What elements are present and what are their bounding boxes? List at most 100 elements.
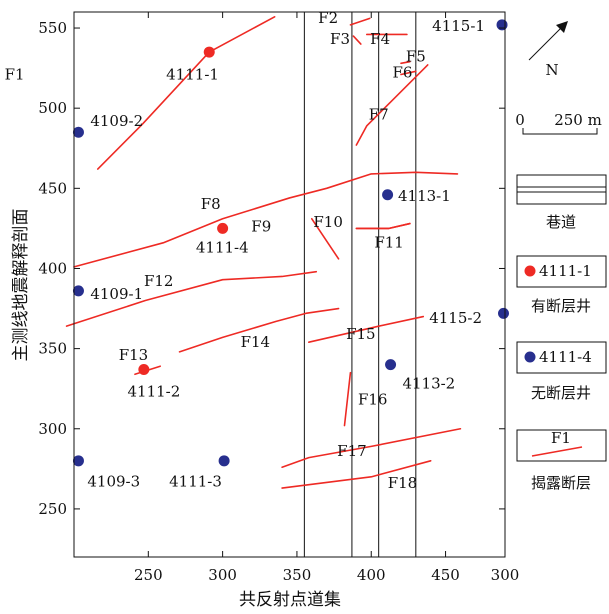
fault-trace-f18 [281, 460, 432, 489]
fault-trace-f16 [343, 371, 352, 427]
well-marker-4113-1 [382, 189, 394, 201]
axis-ticks: 250 300 350 400 450 300 250 300 350 400 450 500 550 [38, 12, 519, 584]
well-marker-4111-4 [217, 222, 229, 234]
fault-label-f11: F11 [374, 234, 404, 252]
north-arrow-head [556, 21, 568, 33]
legend-well-no-fault-marker [524, 351, 536, 363]
fault-trace-f12 [65, 270, 318, 327]
well-marker-4111-2 [138, 363, 150, 375]
well-marker-4111-1 [203, 46, 215, 58]
fault-trace-f5 [400, 60, 411, 65]
fault-label-f16: F16 [358, 391, 388, 409]
x-tick-label-0: 250 [134, 566, 163, 584]
fault-trace-f3 [352, 35, 362, 45]
y-tick-label-1: 300 [38, 420, 67, 438]
fault-label-f7: F7 [369, 105, 389, 123]
well-label-4109-3: 4109-3 [87, 472, 140, 490]
well-label-4111-2: 4111-2 [128, 383, 181, 401]
north-label: N [545, 61, 558, 79]
legend-fault-sample: F1 [551, 429, 571, 447]
fault-label-f18: F18 [388, 474, 418, 492]
north-arrow-shaft [528, 23, 566, 61]
fault-trace-f14 [178, 307, 340, 353]
fault-trace-f15 [308, 315, 425, 344]
well-marker-4115-2 [498, 307, 510, 319]
y-axis-title: 主测线地震解释剖面 [11, 209, 31, 362]
well-marker-4109-1 [72, 285, 84, 297]
legend-well-no-fault: 4111-4 无断层井 [516, 341, 607, 402]
x-tick-label-1: 300 [208, 566, 237, 584]
fault-label-f17: F17 [337, 442, 367, 460]
legend-well-fault-label: 有断层井 [531, 297, 591, 315]
well-label-4109-1: 4109-1 [90, 285, 143, 303]
y-tick-label-3: 400 [38, 259, 67, 277]
x-axis-title: 共反射点道集 [239, 590, 341, 610]
legend-fault-box [516, 429, 607, 462]
fault-trace-f11 [355, 222, 411, 230]
plot-frame [73, 11, 506, 558]
fault-label-f4: F4 [370, 30, 390, 48]
fault-label-f14: F14 [241, 333, 271, 351]
legend-well-fault-marker [524, 265, 536, 277]
y-tick-label-2: 350 [38, 340, 67, 358]
north-arrow: N [528, 21, 568, 79]
fault-label-f1: F1 [5, 65, 25, 83]
legend-tunnel-label: 巷道 [546, 213, 576, 231]
well-marker-4109-3 [72, 455, 84, 467]
plot-axes [73, 11, 506, 558]
well-marker-4115-1 [496, 19, 508, 31]
well-label-4111-4: 4111-4 [196, 238, 249, 256]
y-tick-label-4: 450 [38, 179, 67, 197]
legend-well-fault: 4111-1 有断层井 [516, 255, 607, 315]
fault-trace-f17 [281, 427, 462, 469]
legend-well-no-fault-label: 无断层井 [531, 384, 591, 402]
fault-label-f15: F15 [346, 325, 376, 343]
legend-well-no-fault-sample: 4111-4 [539, 348, 592, 366]
well-markers: 4111-1 4111-4 4111-2 4109-2 4109-1 4109-3 4111… [72, 17, 510, 490]
fault-label-f13: F13 [119, 346, 149, 364]
fault-label-f2: F2 [318, 9, 338, 27]
well-label-4115-2: 4115-2 [429, 309, 482, 327]
legend: N 0 250 m 巷道 4111-1 有断层井 4111-4 无断层井 [515, 21, 607, 492]
well-marker-4109-2 [72, 126, 84, 138]
x-tick-label-4: 450 [431, 566, 460, 584]
fault-trace-f1 [96, 16, 276, 170]
legend-well-fault-sample: 4111-1 [539, 262, 592, 280]
scale-zero-label: 0 [515, 111, 525, 129]
legend-fault: F1 揭露断层 [516, 429, 607, 492]
y-tick-label-5: 500 [38, 99, 67, 117]
y-tick-label-0: 250 [38, 500, 67, 518]
x-tick-label-5: 300 [491, 566, 520, 584]
well-marker-4113-2 [385, 359, 397, 371]
well-label-4111-3: 4111-3 [169, 472, 222, 490]
scale-bar-line [522, 128, 598, 135]
y-tick-label-6: 550 [38, 19, 67, 37]
well-label-4109-2: 4109-2 [90, 112, 143, 130]
legend-fault-label: 揭露断层 [531, 474, 591, 492]
fault-label-f12: F12 [144, 272, 174, 290]
well-marker-4111-3 [218, 455, 230, 467]
legend-tunnel-box [516, 174, 607, 205]
fault-label-f3: F3 [330, 30, 350, 48]
well-label-4113-2: 4113-2 [402, 375, 455, 393]
fault-trace-f7 [355, 64, 429, 146]
fault-label-f10: F10 [313, 213, 343, 231]
well-label-4111-1: 4111-1 [166, 65, 219, 83]
fault-trace-f6 [400, 70, 417, 76]
fault-trace-f8 [73, 171, 459, 268]
well-label-4113-1: 4113-1 [398, 187, 451, 205]
x-tick-label-3: 400 [357, 566, 386, 584]
fault-label-f8: F8 [201, 195, 221, 213]
fault-label-f6: F6 [392, 64, 412, 82]
well-label-4115-1: 4115-1 [432, 17, 485, 35]
scale-value-label: 250 m [554, 111, 602, 129]
tunnel-lines [303, 12, 417, 557]
fault-trace-f9 [310, 217, 340, 260]
legend-fault-line [531, 446, 583, 457]
fault-label-f5: F5 [406, 48, 426, 66]
x-tick-label-2: 350 [283, 566, 312, 584]
fault-label-f9: F9 [251, 218, 271, 236]
scale-bar: 0 250 m [515, 111, 602, 135]
